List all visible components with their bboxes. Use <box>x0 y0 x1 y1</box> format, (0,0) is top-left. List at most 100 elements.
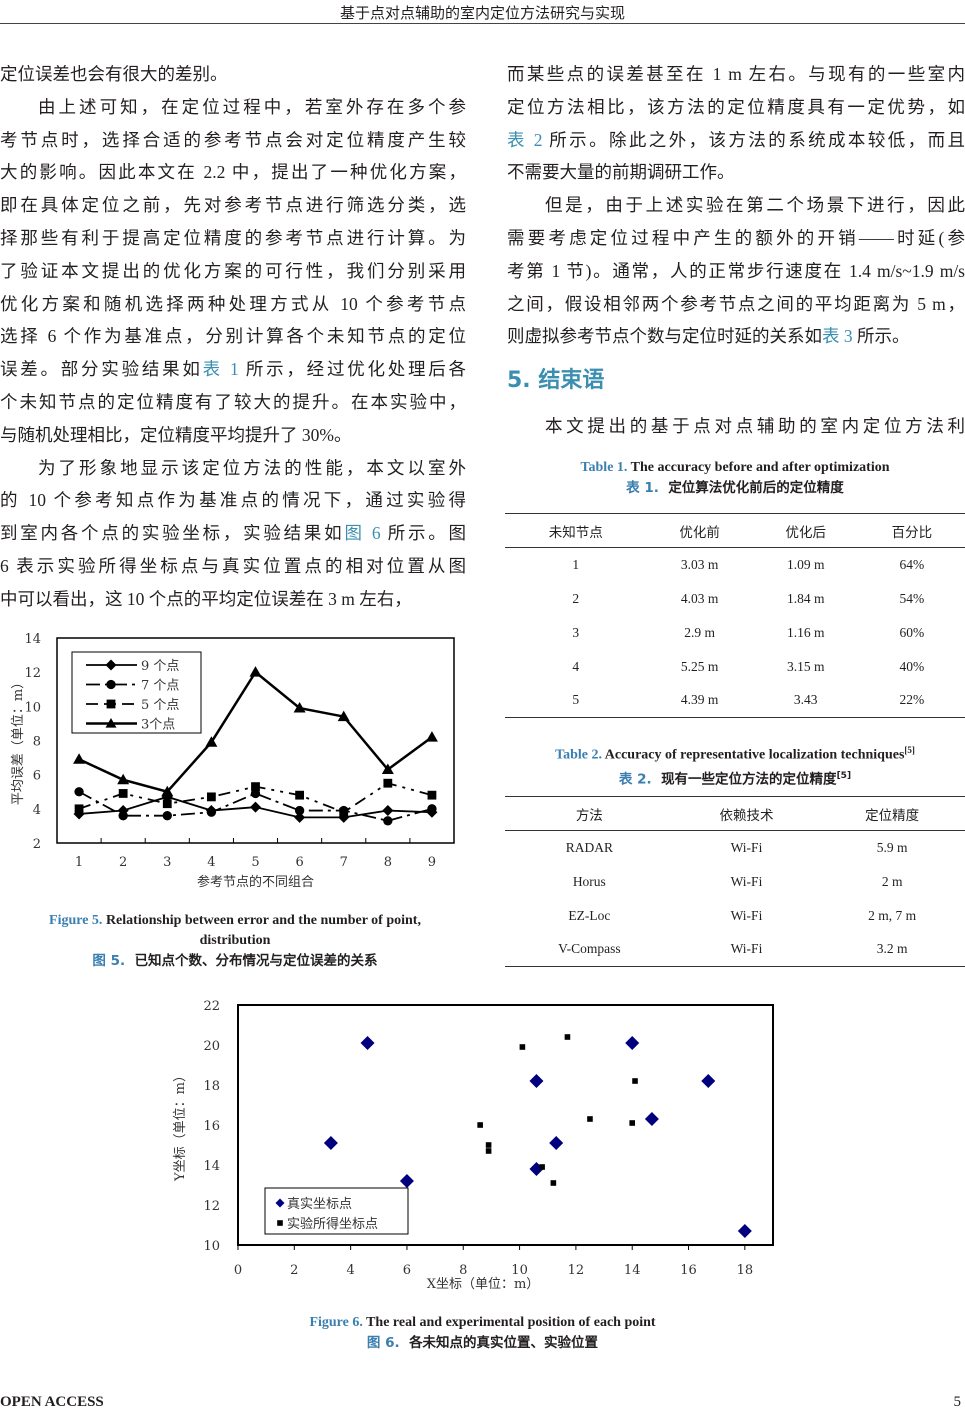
x-tick-label: 6 <box>403 1263 411 1278</box>
text-line: 中可以看出，这 10 个点的平均定位误差在 3 m 左右， <box>0 588 412 609</box>
caption-label: 表 1. <box>626 480 659 496</box>
table-cell: 5.9 m <box>876 839 908 855</box>
column-header: 方法 <box>575 807 603 823</box>
data-point <box>250 801 261 813</box>
paragraph: 本文提出的基于点对点辅助的室内定位方法利 <box>507 410 965 443</box>
text-line: 考节点时，选择合适的参考节点会对定位精度产生较 <box>0 129 466 150</box>
data-point <box>162 799 172 809</box>
data-point <box>381 763 394 775</box>
data-point <box>427 790 437 800</box>
table-cell: 4 <box>572 658 580 674</box>
table-cell: 3.43 <box>793 692 818 708</box>
legend-label: 真实坐标点 <box>287 1197 352 1212</box>
table-row: 4 5.25 m 3.15 m 40% <box>505 650 965 684</box>
x-tick-label: 7 <box>340 855 348 870</box>
data-point <box>529 1074 544 1088</box>
data-point <box>73 753 86 764</box>
cross-reference-link[interactable]: 图 6 <box>344 523 381 544</box>
data-point <box>550 1180 557 1186</box>
text-line: 本文提出的基于点对点辅助的室内定位方法利 <box>545 416 965 436</box>
data-point <box>161 785 174 797</box>
y-tick-label: 12 <box>203 1199 220 1214</box>
page-number: 5 <box>953 1394 962 1410</box>
y-tick-label: 14 <box>203 1159 220 1174</box>
y-tick-label: 10 <box>203 1239 220 1254</box>
data-point <box>625 1036 640 1050</box>
data-point <box>737 1224 752 1238</box>
caption-text: 已知点个数、分布情况与定位误差的关系 <box>134 953 378 969</box>
legend-label: 9 个点 <box>141 659 179 674</box>
data-point <box>337 710 350 722</box>
caption-text: 定位算法优化前后的定位精度 <box>668 480 844 496</box>
text-line: 择那些有利于提高定位精度的参考节点进行计算。为 <box>0 227 466 248</box>
cross-reference-link[interactable]: 表 1 <box>202 359 239 380</box>
data-point <box>382 805 394 817</box>
caption-label: Figure 6. <box>309 1315 363 1330</box>
text-line: 考第 1 节)。通常，人的正常步行速度在 1.4 m/s~1.9 m/s <box>507 260 965 281</box>
table-cell: 3 <box>572 624 580 640</box>
x-tick-label: 10 <box>511 1263 528 1278</box>
x-tick-label: 16 <box>680 1263 697 1278</box>
table-cell: Wi-Fi <box>730 941 763 957</box>
footer-open-access: OPEN ACCESS <box>0 1394 104 1410</box>
legend-marker <box>106 699 116 709</box>
table-cell: 2 m <box>881 873 903 889</box>
legend-label: 7 个点 <box>141 679 179 694</box>
table-row: RADAR Wi-Fi 5.9 m <box>505 831 965 865</box>
column-header: 百分比 <box>891 524 933 540</box>
caption-label: Table 1. <box>580 460 628 475</box>
table-row: 1 3.03 m 1.09 m 64% <box>505 548 965 582</box>
data-point <box>519 1044 526 1050</box>
data-point <box>399 1174 414 1188</box>
data-point <box>118 810 128 821</box>
caption-label: 表 2. <box>618 771 652 788</box>
x-tick-label: 3 <box>163 855 171 870</box>
cross-reference-link[interactable]: 表 2 <box>507 129 543 150</box>
data-point <box>339 807 349 817</box>
text-line: 到室内各个点的实验坐标，实验结果如图 6 所示。图 <box>0 523 467 544</box>
plot-area <box>237 1004 774 1246</box>
text-line: 6 表示实验所得坐标点与真实位置点的相对位置从图 <box>0 555 466 576</box>
table-row: V-Compass Wi-Fi 3.2 m <box>505 933 965 967</box>
data-point <box>293 702 306 713</box>
x-tick-label: 4 <box>346 1263 354 1278</box>
data-point <box>427 804 437 814</box>
table-header-row: 方法 依赖技术 定位精度 <box>505 796 965 831</box>
caption-label: 图 6. <box>366 1335 400 1351</box>
plot-area <box>56 637 455 844</box>
y-tick-label: 6 <box>33 769 41 784</box>
text-line: 由上述可知，在定位过程中，若室外存在多个参 <box>38 96 466 117</box>
legend-marker <box>105 659 117 671</box>
table-cell: 3.03 m <box>680 556 719 572</box>
x-tick-label: 6 <box>295 855 303 870</box>
figure5-caption: Figure 5. Relationship between error and… <box>0 911 470 971</box>
table-cell: 64% <box>899 556 925 572</box>
x-tick-label: 14 <box>624 1263 641 1278</box>
cross-reference-link[interactable]: 表 3 <box>822 326 853 347</box>
caption-label: Table 2. <box>555 747 603 763</box>
y-axis-label: 平均误差（单位：m） <box>11 676 26 805</box>
text-line: 与随机处理相比，定位精度平均提升了 30%。 <box>0 424 352 445</box>
data-point <box>539 1164 545 1170</box>
caption-text: distribution <box>199 933 271 948</box>
table-cell: 5.25 m <box>680 658 719 674</box>
data-point <box>632 1078 638 1084</box>
citation[interactable]: [5] <box>836 770 852 781</box>
y-tick-label: 8 <box>33 735 41 750</box>
text-line: 之间，假设相邻两个参考节点之间的平均距离为 5 m， <box>507 293 965 314</box>
table-cell: Horus <box>572 873 606 889</box>
column-header: 优化后 <box>785 524 826 540</box>
legend <box>264 1187 409 1235</box>
caption-text: 各未知点的真实位置、实验位置 <box>409 1335 599 1351</box>
legend-marker <box>106 679 116 690</box>
citation[interactable]: [5] <box>904 745 915 755</box>
data-point <box>425 731 438 742</box>
x-tick-label: 9 <box>428 855 436 870</box>
text-line: 但是，由于上述实验在第二个场景下进行，因此 <box>545 195 965 216</box>
table-cell: 1.84 m <box>786 590 825 606</box>
caption-text: The real and experimental position of ea… <box>366 1315 656 1330</box>
caption-label: Figure 5. <box>49 913 103 928</box>
data-point <box>485 1142 492 1148</box>
x-tick-label: 0 <box>234 1263 242 1278</box>
table2-caption: Table 2. Accuracy of representative loca… <box>505 740 965 789</box>
